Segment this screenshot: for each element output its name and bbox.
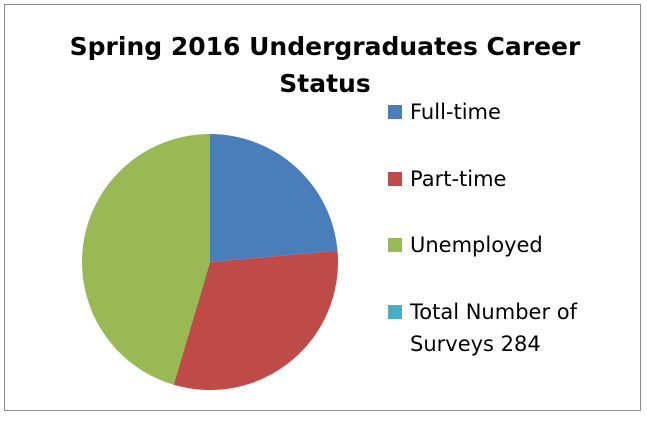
legend-label: Full-time bbox=[410, 100, 501, 124]
legend-label: Part-time bbox=[410, 167, 507, 191]
pie-slice bbox=[173, 250, 338, 390]
legend-swatch bbox=[388, 305, 402, 319]
legend-label: Unemployed bbox=[410, 233, 543, 257]
legend-item: Full-time bbox=[388, 96, 598, 128]
pie-slice bbox=[210, 134, 338, 262]
legend-item: Part-time bbox=[388, 163, 598, 195]
legend-swatch bbox=[388, 172, 402, 186]
pie-slice bbox=[82, 134, 210, 385]
legend-item: Total Number of Surveys 284 bbox=[388, 296, 598, 360]
chart-frame bbox=[4, 4, 641, 411]
chart-title: Spring 2016 Undergraduates Career Status bbox=[69, 32, 581, 98]
legend-swatch bbox=[388, 105, 402, 119]
legend-swatch bbox=[388, 238, 402, 252]
legend-label: Total Number of Surveys 284 bbox=[410, 300, 577, 356]
legend-item: Unemployed bbox=[388, 229, 598, 261]
